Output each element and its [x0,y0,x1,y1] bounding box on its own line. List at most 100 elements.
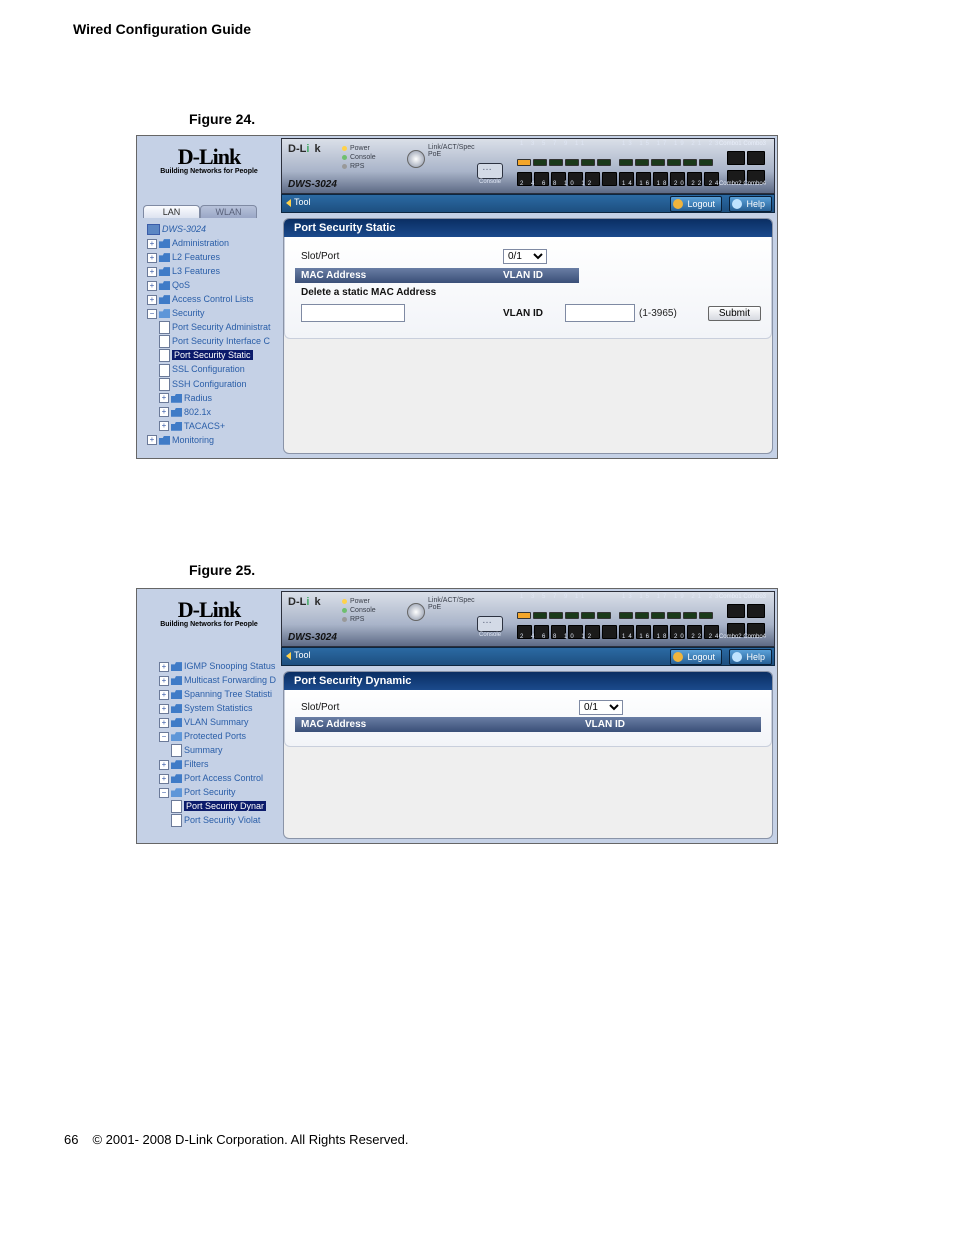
port-numbers-top-right: 13 15 17 19 21 23 [622,594,721,600]
nav-tree: DWS-3024 +Administration +L2 Features +L… [139,220,279,447]
tree-spanning-tree-stats[interactable]: +Spanning Tree Statisti [141,687,279,701]
vlanid-input[interactable] [565,304,635,322]
sidebar-tabs: LANWLAN [139,202,279,220]
banner-brand: D-Li k [288,143,321,155]
tree-vlan-summary[interactable]: +VLAN Summary [141,715,279,729]
logout-button[interactable]: Logout [670,649,722,665]
nav-tree: +IGMP Snooping Status +Multicast Forward… [139,657,279,827]
tree-l3-features[interactable]: +L3 Features [141,264,279,278]
chevron-left-icon [286,199,291,207]
help-icon [732,652,742,662]
tree-port-security-violation[interactable]: Port Security Violat [141,813,279,827]
document-page: Wired Configuration Guide Figure 24. D-L… [0,0,954,1235]
logout-button[interactable]: Logout [670,196,722,212]
main-panel: Port Security Dynamic Slot/Port 0/1 MAC … [283,671,773,839]
toolbar: Tool Logout Help [281,194,775,213]
form-body: Slot/Port 0/1 MAC Address VLAN ID [284,690,772,747]
port-group-1 [516,153,618,181]
port-numbers-top-left: 1 3 5 7 9 11 [520,141,587,147]
mode-button-icon[interactable] [407,603,425,621]
tree-protected-ports[interactable]: −Protected Ports [141,729,279,743]
doc-title: Wired Configuration Guide [73,21,251,37]
tab-wlan[interactable]: WLAN [200,205,257,218]
figure-24-screenshot: D-Link Building Networks for People LANW… [136,135,778,459]
logout-icon [673,199,683,209]
brand-tagline: Building Networks for People [139,168,279,175]
port-numbers-bottom-right: 14 16 18 20 22 24 [622,634,721,640]
port-numbers-top-left: 1 3 5 7 9 11 [520,594,587,600]
combo-ports [726,151,766,179]
tree-radius[interactable]: +Radius [141,391,279,405]
banner-brand: D-Li k [288,596,321,608]
tree-root[interactable]: DWS-3024 [141,222,279,236]
combo-label-bottom: Combo2 Combo4 [719,634,766,640]
mac-input[interactable] [301,304,405,322]
tool-menu[interactable]: Tool [286,197,311,207]
brand-block: D-Link Building Networks for People [139,138,279,200]
port-group-2 [618,606,720,634]
tree-port-security-static[interactable]: Port Security Static [141,348,279,362]
tree-monitoring[interactable]: +Monitoring [141,433,279,447]
panel-title: Port Security Static [284,219,772,237]
tree-filters[interactable]: +Filters [141,757,279,771]
brand-logo: D-Link [139,597,279,623]
tree-tacacs[interactable]: +TACACS+ [141,419,279,433]
tree-port-access-control[interactable]: +Port Access Control [141,771,279,785]
power-led-icon [342,146,347,151]
tree-system-statistics[interactable]: +System Statistics [141,701,279,715]
sidebar: D-Link Building Networks for People +IGM… [139,591,279,841]
tree-port-security-admin[interactable]: Port Security Administrat [141,320,279,334]
port-numbers-top-right: 13 15 17 19 21 23 [622,141,721,147]
tree-port-security-interface[interactable]: Port Security Interface C [141,334,279,348]
tree-l2-features[interactable]: +L2 Features [141,250,279,264]
port-numbers-bottom-left: 2 4 6 8 10 12 [520,181,594,187]
form-body: Slot/Port 0/1 MAC Address VLAN ID Delete… [284,237,772,339]
console-label: Console [479,632,501,638]
console-port-icon [477,616,503,632]
vlanid-range: (1-3965) [639,308,677,319]
page-footer: 66 © 2001- 2008 D-Link Corporation. All R… [64,1132,408,1147]
port-numbers-bottom-right: 14 16 18 20 22 24 [622,181,721,187]
main-panel: Port Security Static Slot/Port 0/1 MAC A… [283,218,773,454]
tree-ssl-config[interactable]: SSL Configuration [141,362,279,376]
mac-header: MAC Address [295,268,497,283]
tree-security[interactable]: −Security [141,306,279,320]
slotport-select[interactable]: 0/1 [503,249,547,264]
help-button[interactable]: Help [729,196,772,212]
panel-title: Port Security Dynamic [284,672,772,690]
copyright-text: © 2001- 2008 D-Link Corporation. All Rig… [92,1132,408,1147]
help-button[interactable]: Help [729,649,772,665]
tree-protected-ports-summary[interactable]: Summary [141,743,279,757]
submit-button[interactable]: Submit [708,306,761,321]
figure-24-caption: Figure 24. [189,111,255,127]
chevron-left-icon [286,652,291,660]
status-leds: Power Console RPS [342,597,376,624]
brand-block: D-Link Building Networks for People [139,591,279,653]
tree-administration[interactable]: +Administration [141,236,279,250]
delete-row-label: Delete a static MAC Address [295,285,497,300]
logout-icon [673,652,683,662]
tree-igmp-snooping[interactable]: +IGMP Snooping Status [141,659,279,673]
device-banner: D-Li k Power Console RPS Link/ACT/Spec P… [281,138,775,194]
tab-lan[interactable]: LAN [143,205,200,218]
tree-ssh-config[interactable]: SSH Configuration [141,377,279,391]
tree-acl[interactable]: +Access Control Lists [141,292,279,306]
tree-multicast-forwarding[interactable]: +Multicast Forwarding D [141,673,279,687]
tree-8021x[interactable]: +802.1x [141,405,279,419]
port-group-2 [618,153,720,181]
slotport-label: Slot/Port [295,249,497,264]
mode-button-icon[interactable] [407,150,425,168]
rps-led-icon [342,164,347,169]
tree-qos[interactable]: +QoS [141,278,279,292]
vlanid-header: VLAN ID [497,268,579,283]
console-port-icon [477,163,503,179]
vlanid-label: VLAN ID [497,306,565,321]
tree-port-security-dynamic[interactable]: Port Security Dynar [141,799,279,813]
figure-25-caption: Figure 25. [189,562,255,578]
page-number: 66 [64,1132,78,1147]
tool-menu[interactable]: Tool [286,650,311,660]
tree-port-security[interactable]: −Port Security [141,785,279,799]
slotport-select[interactable]: 0/1 [579,700,623,715]
combo-label-bottom: Combo2 Combo4 [719,181,766,187]
mac-header: MAC Address [295,717,579,732]
